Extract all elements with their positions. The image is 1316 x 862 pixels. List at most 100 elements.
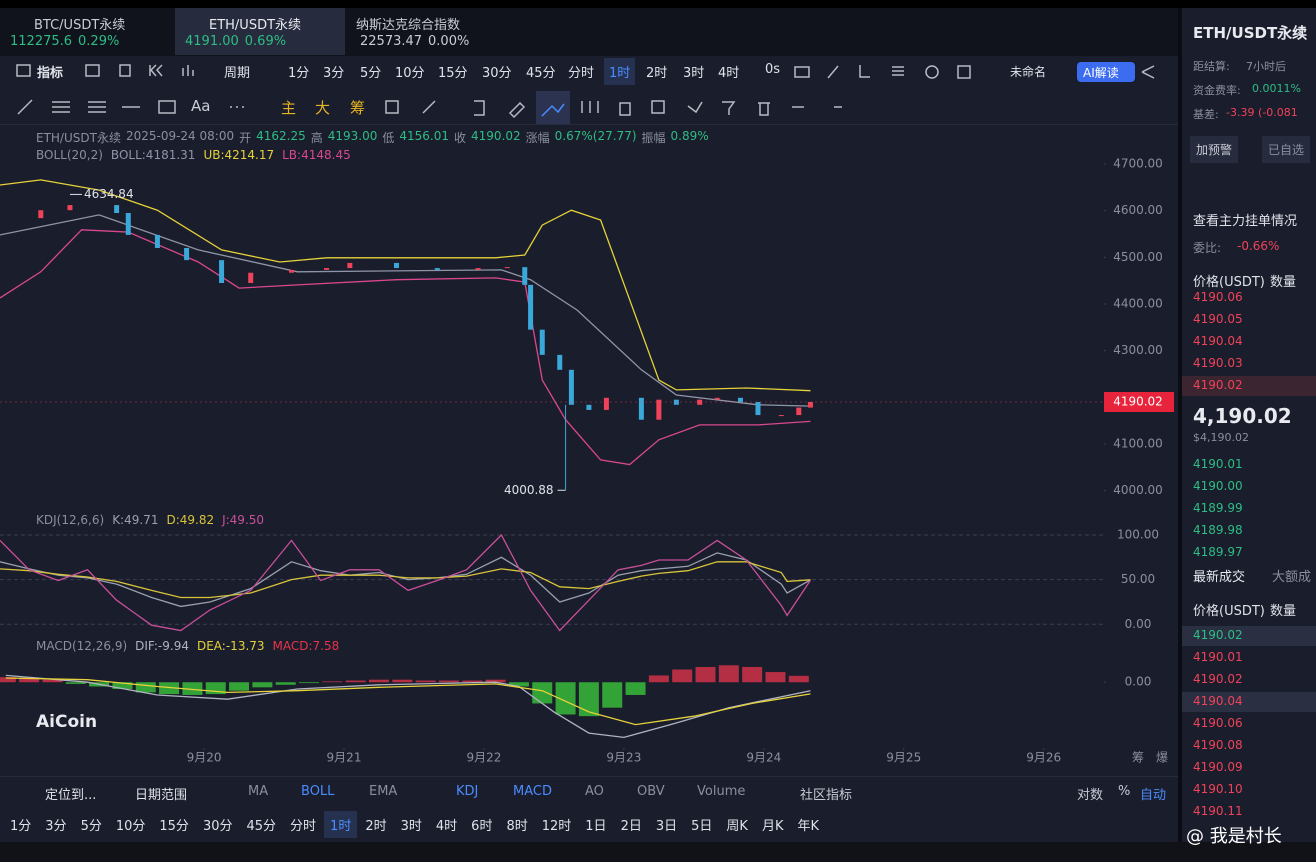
interval-button[interactable]: 年K [797, 819, 819, 834]
ask-price: 4190.02 [1193, 378, 1243, 392]
indicator-toggle[interactable]: KDJ [456, 784, 479, 799]
macd-bar [112, 682, 133, 690]
interval-button[interactable]: 分时 [290, 819, 317, 834]
y-tick-label: 100.00 [1117, 528, 1159, 542]
header: 数量 [1270, 275, 1297, 290]
interval-button[interactable]: 10分 [115, 819, 146, 834]
layout-button[interactable]: 未命名 [1010, 65, 1047, 79]
interval-button[interactable]: 15分 [159, 819, 189, 834]
community-button[interactable]: 社区指标 [800, 788, 853, 803]
interval-button[interactable]: 1日 [585, 819, 607, 834]
interval-button[interactable]: 45分 [246, 819, 277, 834]
interval-button[interactable]: 4时 [435, 819, 458, 834]
bid-price: 4189.97 [1193, 545, 1243, 559]
button[interactable]: 加预警 [1190, 136, 1239, 163]
header-amp-label: 振幅 [641, 131, 666, 145]
interval-button[interactable]: 2时 [646, 66, 668, 81]
interval-button[interactable]: 12时 [541, 819, 572, 834]
annotation-label: 4000.88 [504, 483, 554, 497]
indicator-toggle[interactable]: BOLL [301, 784, 335, 799]
axis-extra: 筹 [1132, 751, 1144, 765]
interval-button[interactable]: 1时 [604, 58, 636, 85]
interval-button[interactable]: 30分 [202, 819, 233, 834]
legend-entry: UB:4214.17 [203, 148, 275, 162]
interval-button[interactable]: 3分 [45, 819, 67, 834]
header-change: 0.67%(27.77) [554, 129, 637, 143]
macd-bar [625, 682, 646, 695]
row-bg [1182, 376, 1316, 396]
bid-price: 4190.00 [1193, 479, 1243, 493]
tab[interactable]: 大额成 [1272, 570, 1312, 585]
annotation-label: 4634.84 [84, 187, 134, 201]
interval-button[interactable]: 周K [726, 819, 748, 834]
seconds-button[interactable]: 0s [765, 62, 781, 77]
interval-button[interactable]: 月K [761, 819, 784, 834]
interval-button[interactable]: 4时 [718, 66, 740, 81]
ai-button[interactable]: AI解读 [1083, 66, 1119, 80]
interval-button[interactable]: 分时 [568, 66, 595, 81]
interval-button[interactable]: 30分 [482, 66, 512, 81]
draw-tool[interactable]: Aa [191, 97, 211, 115]
interval-button[interactable]: 45分 [526, 66, 556, 81]
draw-tool[interactable]: 大 [315, 99, 331, 117]
indicator-toggle[interactable]: Volume [697, 784, 746, 799]
range-button[interactable]: 日期范围 [135, 788, 188, 803]
header-symbol: ETH/USDT永续 [36, 131, 121, 145]
auto-toggle[interactable]: 自动 [1140, 788, 1167, 803]
indicator-toggle[interactable]: OBV [637, 784, 665, 799]
header-open: 4162.25 [256, 129, 306, 143]
interval-button[interactable]: 5分 [360, 66, 382, 81]
candle [778, 415, 784, 417]
tab[interactable]: BTC/USDT永续 112275.6 0.29% [0, 8, 170, 55]
candle [656, 399, 662, 420]
macd-bar [368, 679, 389, 683]
interval-button[interactable]: 3时 [400, 819, 422, 834]
interval-button[interactable]: 3分 [323, 66, 345, 81]
candle [324, 268, 330, 270]
indicator-toggle[interactable]: AO [585, 784, 604, 799]
locate-button[interactable]: 定位到... [45, 788, 97, 803]
interval-button[interactable]: 5分 [80, 819, 102, 834]
last-usd: $4,190.02 [1193, 431, 1249, 444]
indicator-toggle[interactable]: EMA [369, 784, 398, 799]
chart: 4000.004100.004200.004300.004400.004500.… [0, 157, 1174, 765]
ask-price: 4190.05 [1193, 312, 1243, 326]
header-low-label: 低 [382, 131, 395, 145]
ask-price: 4190.03 [1193, 356, 1243, 370]
tab[interactable]: 最新成交 [1193, 570, 1246, 585]
interval-button[interactable]: 3时 [683, 66, 705, 81]
interval-button[interactable]: 15分 [438, 66, 468, 81]
indicator-toggle[interactable]: MACD [513, 784, 552, 799]
x-tick-label: 9月22 [466, 751, 501, 765]
candle [807, 401, 813, 408]
percent-toggle[interactable]: % [1118, 784, 1131, 799]
interval-button[interactable]: 1分 [10, 819, 32, 834]
interval-button[interactable]: 8时 [506, 819, 528, 834]
trade-price: 4190.01 [1193, 650, 1243, 664]
tab[interactable]: ETH/USDT永续 4191.00 0.69% [175, 8, 345, 55]
log-toggle[interactable]: 对数 [1077, 788, 1104, 803]
interval-button[interactable]: 6时 [471, 819, 493, 834]
interval-button[interactable]: 2日 [620, 819, 642, 834]
interval-button[interactable]: 10分 [395, 66, 425, 81]
indicator-button[interactable]: 指标 [37, 66, 64, 81]
draw-tool[interactable]: 筹 [350, 99, 366, 117]
draw-tool[interactable]: 主 [281, 99, 297, 117]
row-bg [1182, 692, 1316, 712]
interval-button[interactable]: 2时 [365, 819, 387, 834]
candle [154, 234, 160, 248]
period-button[interactable]: 周期 [224, 66, 251, 81]
x-tick-label: 9月26 [1026, 751, 1061, 765]
tab[interactable]: 纳斯达克综合指数 22573.47 0.00% [350, 8, 520, 55]
interval-button[interactable]: 1时 [324, 811, 358, 838]
interval-button[interactable]: 3日 [655, 819, 678, 834]
macd-bar [532, 682, 553, 704]
candle [603, 397, 609, 410]
candle [697, 399, 703, 405]
interval-button[interactable]: 5日 [691, 819, 713, 834]
button[interactable]: 已自选 [1262, 136, 1311, 163]
candle [219, 260, 225, 283]
interval-button[interactable]: 1分 [288, 66, 310, 81]
legend-entry: J:49.50 [222, 513, 265, 527]
indicator-toggle[interactable]: MA [248, 784, 269, 799]
